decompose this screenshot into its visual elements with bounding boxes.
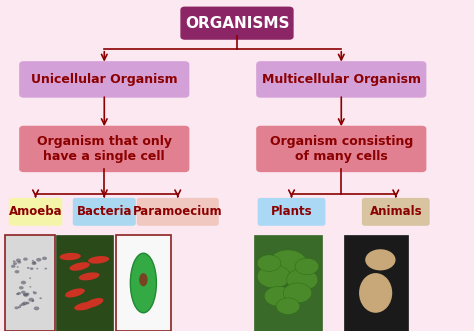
Ellipse shape [359, 273, 392, 313]
Text: Unicellular Organism: Unicellular Organism [31, 73, 178, 86]
Text: Bacteria: Bacteria [76, 205, 132, 218]
Circle shape [27, 267, 29, 269]
Text: Paramoecium: Paramoecium [133, 205, 223, 218]
FancyBboxPatch shape [257, 62, 426, 97]
Text: ORGANISMS: ORGANISMS [185, 16, 289, 31]
Circle shape [32, 300, 34, 301]
Circle shape [32, 261, 36, 264]
Ellipse shape [139, 273, 147, 286]
Circle shape [30, 267, 34, 270]
Circle shape [295, 258, 319, 275]
FancyBboxPatch shape [116, 235, 171, 331]
FancyBboxPatch shape [363, 199, 429, 225]
Circle shape [42, 257, 47, 260]
Circle shape [36, 268, 38, 269]
Circle shape [286, 269, 318, 291]
Ellipse shape [60, 253, 81, 260]
Ellipse shape [88, 256, 109, 264]
Circle shape [13, 262, 17, 265]
Ellipse shape [84, 298, 103, 308]
FancyBboxPatch shape [137, 199, 218, 225]
Ellipse shape [130, 253, 156, 313]
Text: Plants: Plants [271, 205, 312, 218]
Circle shape [23, 258, 28, 261]
Circle shape [21, 291, 26, 294]
FancyBboxPatch shape [344, 235, 408, 331]
Circle shape [17, 292, 21, 295]
Circle shape [22, 302, 27, 305]
Circle shape [11, 265, 16, 268]
Text: Organism consisting
of many cells: Organism consisting of many cells [270, 135, 413, 163]
Circle shape [17, 266, 19, 268]
Circle shape [15, 270, 19, 273]
Circle shape [21, 303, 26, 306]
Circle shape [19, 286, 24, 289]
Circle shape [19, 305, 22, 307]
Circle shape [26, 302, 29, 304]
FancyBboxPatch shape [257, 126, 426, 171]
Circle shape [21, 281, 26, 284]
Circle shape [264, 286, 293, 306]
Ellipse shape [65, 288, 85, 298]
FancyBboxPatch shape [56, 235, 113, 331]
Circle shape [257, 265, 290, 288]
Ellipse shape [70, 262, 90, 271]
Circle shape [33, 291, 35, 293]
Circle shape [32, 260, 34, 261]
Text: Multicellular Organism: Multicellular Organism [262, 73, 421, 86]
Text: Organism that only
have a single cell: Organism that only have a single cell [37, 135, 172, 163]
Text: Animals: Animals [369, 205, 422, 218]
Circle shape [16, 259, 21, 262]
Circle shape [45, 268, 47, 269]
Circle shape [276, 298, 300, 314]
Circle shape [32, 261, 36, 265]
FancyBboxPatch shape [5, 235, 55, 331]
Circle shape [23, 293, 28, 297]
Circle shape [17, 261, 21, 263]
Circle shape [29, 286, 31, 288]
Circle shape [283, 283, 311, 303]
Circle shape [33, 292, 37, 294]
Circle shape [269, 250, 307, 276]
Circle shape [32, 300, 34, 302]
Circle shape [39, 297, 42, 299]
Circle shape [25, 293, 29, 296]
Circle shape [257, 255, 281, 271]
FancyBboxPatch shape [20, 62, 189, 97]
FancyBboxPatch shape [73, 199, 135, 225]
Circle shape [29, 277, 31, 279]
FancyBboxPatch shape [9, 199, 62, 225]
Circle shape [34, 307, 39, 310]
Circle shape [16, 293, 19, 295]
FancyBboxPatch shape [254, 235, 322, 331]
Circle shape [13, 260, 16, 262]
Circle shape [18, 306, 21, 308]
Circle shape [15, 306, 19, 309]
Circle shape [365, 249, 395, 270]
Ellipse shape [74, 302, 94, 310]
Circle shape [36, 258, 41, 261]
Ellipse shape [79, 272, 100, 280]
FancyBboxPatch shape [258, 199, 325, 225]
Circle shape [28, 298, 34, 302]
FancyBboxPatch shape [20, 126, 189, 171]
Text: Amoeba: Amoeba [9, 205, 63, 218]
Circle shape [23, 293, 27, 296]
FancyBboxPatch shape [181, 7, 293, 39]
